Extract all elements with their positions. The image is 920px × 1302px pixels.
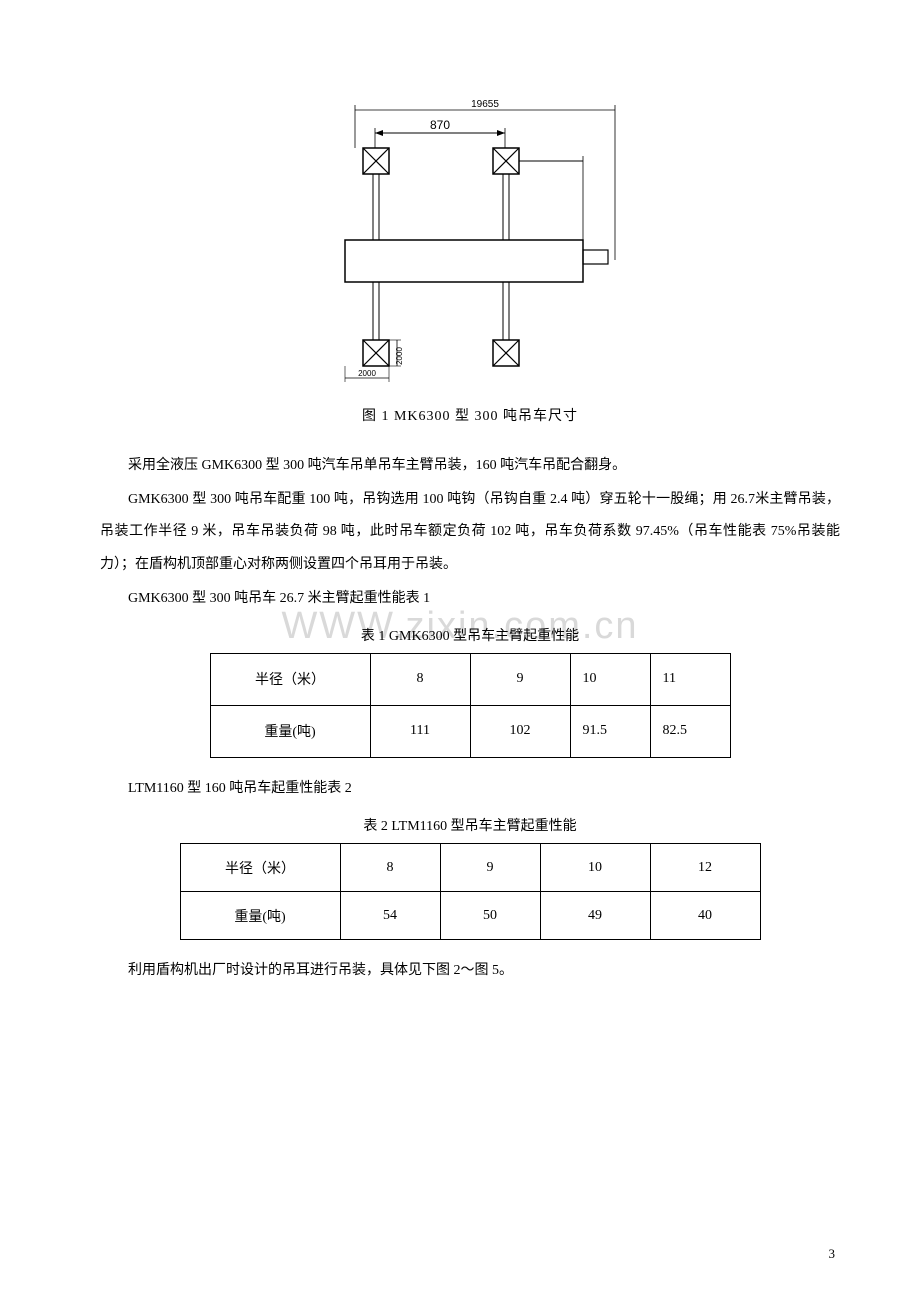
table-cell: 11 [650,653,730,705]
paragraph-4: LTM1160 型 160 吨吊车起重性能表 2 [100,773,840,805]
page-number: 3 [829,1246,836,1262]
table-cell: 49 [540,892,650,940]
table-1: 半径（米） 8 9 10 11 重量(吨) 111 102 91.5 82.5 [210,653,731,758]
paragraph-3: GMK6300 型 300 吨吊车 26.7 米主臂起重性能表 1 [100,583,840,615]
table-2: 半径（米） 8 9 10 12 重量(吨) 54 50 49 40 [180,843,761,940]
table-row: 重量(吨) 54 50 49 40 [180,892,760,940]
table-cell: 82.5 [650,705,730,757]
table-row: 重量(吨) 111 102 91.5 82.5 [210,705,730,757]
figure-caption-1: 图 1 MK6300 型 300 吨吊车尺寸 [100,405,840,425]
table-cell: 91.5 [570,705,650,757]
dim-top: 19655 [471,100,499,110]
crane-dimension-diagram: 19655 870 [315,100,625,390]
table2-caption: 表 2 LTM1160 型吊车主臂起重性能 [100,815,840,835]
table-cell: 9 [470,653,570,705]
table-cell: 半径（米） [180,844,340,892]
table-cell: 重量(吨) [180,892,340,940]
table-cell: 半径（米） [210,653,370,705]
paragraph-5: 利用盾构机出厂时设计的吊耳进行吊装，具体见下图 2～图 5。 [100,955,840,987]
table-cell: 102 [470,705,570,757]
table-cell: 8 [340,844,440,892]
dim-left-v: 2000 [395,347,404,365]
dim-mid: 870 [430,118,450,132]
dim-bottom: 2000 [358,369,376,378]
table-cell: 40 [650,892,760,940]
table-cell: 54 [340,892,440,940]
table-cell: 重量(吨) [210,705,370,757]
table-cell: 50 [440,892,540,940]
table-cell: 8 [370,653,470,705]
table-cell: 111 [370,705,470,757]
table-row: 半径（米） 8 9 10 12 [180,844,760,892]
table-cell: 12 [650,844,760,892]
paragraph-2: GMK6300 型 300 吨吊车配重 100 吨，吊钩选用 100 吨钩（吊钩… [100,484,840,581]
table-cell: 10 [540,844,650,892]
table-cell: 10 [570,653,650,705]
crane-diagram-container: 19655 870 [100,100,840,390]
table-row: 半径（米） 8 9 10 11 [210,653,730,705]
paragraph-1: 采用全液压 GMK6300 型 300 吨汽车吊单吊车主臂吊装，160 吨汽车吊… [100,450,840,482]
table-cell: 9 [440,844,540,892]
table1-caption: 表 1 GMK6300 型吊车主臂起重性能 [100,625,840,645]
